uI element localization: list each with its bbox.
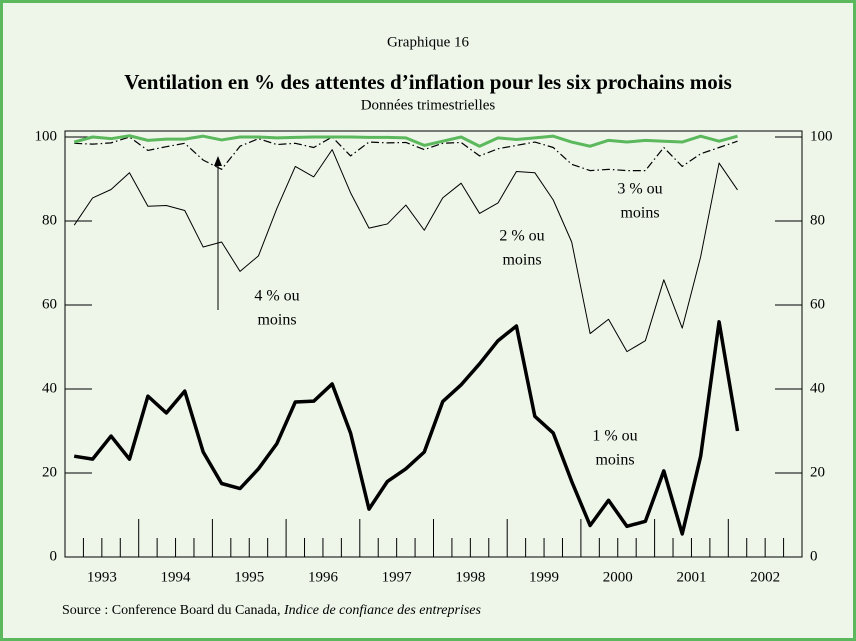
chart-label: Graphique 16 bbox=[387, 34, 470, 50]
y-tick-label: 0 bbox=[50, 548, 58, 564]
x-tick-label: 2002 bbox=[750, 569, 780, 585]
series-line bbox=[73, 320, 740, 536]
y2-tick-label: 40 bbox=[810, 380, 825, 396]
y2-tick-label: 60 bbox=[810, 296, 825, 312]
y-tick-label: 20 bbox=[42, 464, 57, 480]
x-tick-label: 1993 bbox=[87, 569, 117, 585]
chart-title: Ventilation en % des attentes d’inflatio… bbox=[124, 70, 732, 94]
y-tick-label: 40 bbox=[42, 380, 57, 396]
y-tick-label: 60 bbox=[42, 296, 57, 312]
annotation: 3 % ou bbox=[617, 181, 662, 198]
x-tick-label: 2001 bbox=[676, 569, 706, 585]
annotation: 1 % ou bbox=[592, 428, 637, 445]
source-italic: Indice de confiance des entreprises bbox=[283, 603, 482, 618]
annotation: moins bbox=[257, 312, 296, 329]
annotation: moins bbox=[502, 252, 541, 269]
series-line bbox=[73, 134, 738, 148]
x-tick-label: 1999 bbox=[529, 569, 559, 585]
y2-tick-label: 80 bbox=[810, 212, 825, 228]
x-tick-label: 1995 bbox=[234, 569, 264, 585]
x-tick-label: 1994 bbox=[161, 569, 192, 585]
y-tick-label: 100 bbox=[35, 128, 58, 144]
arrow-head bbox=[214, 156, 222, 166]
x-tick-label: 1997 bbox=[382, 569, 413, 585]
annotation: 2 % ou bbox=[499, 228, 544, 245]
y-tick-label: 80 bbox=[42, 212, 57, 228]
annotation: moins bbox=[620, 205, 659, 222]
annotation: 4 % ou bbox=[254, 288, 299, 305]
series-line bbox=[74, 136, 738, 172]
chart-subtitle: Données trimestrielles bbox=[361, 97, 496, 113]
x-tick-label: 2000 bbox=[603, 569, 633, 585]
y2-tick-label: 100 bbox=[810, 128, 833, 144]
source: Source : Conference Board du Canada, Ind… bbox=[62, 603, 482, 618]
annotation: moins bbox=[595, 452, 634, 469]
series-line bbox=[73, 149, 738, 353]
y2-tick-label: 0 bbox=[810, 548, 818, 564]
x-tick-label: 1998 bbox=[455, 569, 485, 585]
source-text: Source : Conference Board du Canada, bbox=[62, 603, 284, 618]
y2-tick-label: 20 bbox=[810, 464, 825, 480]
x-tick-label: 1996 bbox=[308, 569, 339, 585]
